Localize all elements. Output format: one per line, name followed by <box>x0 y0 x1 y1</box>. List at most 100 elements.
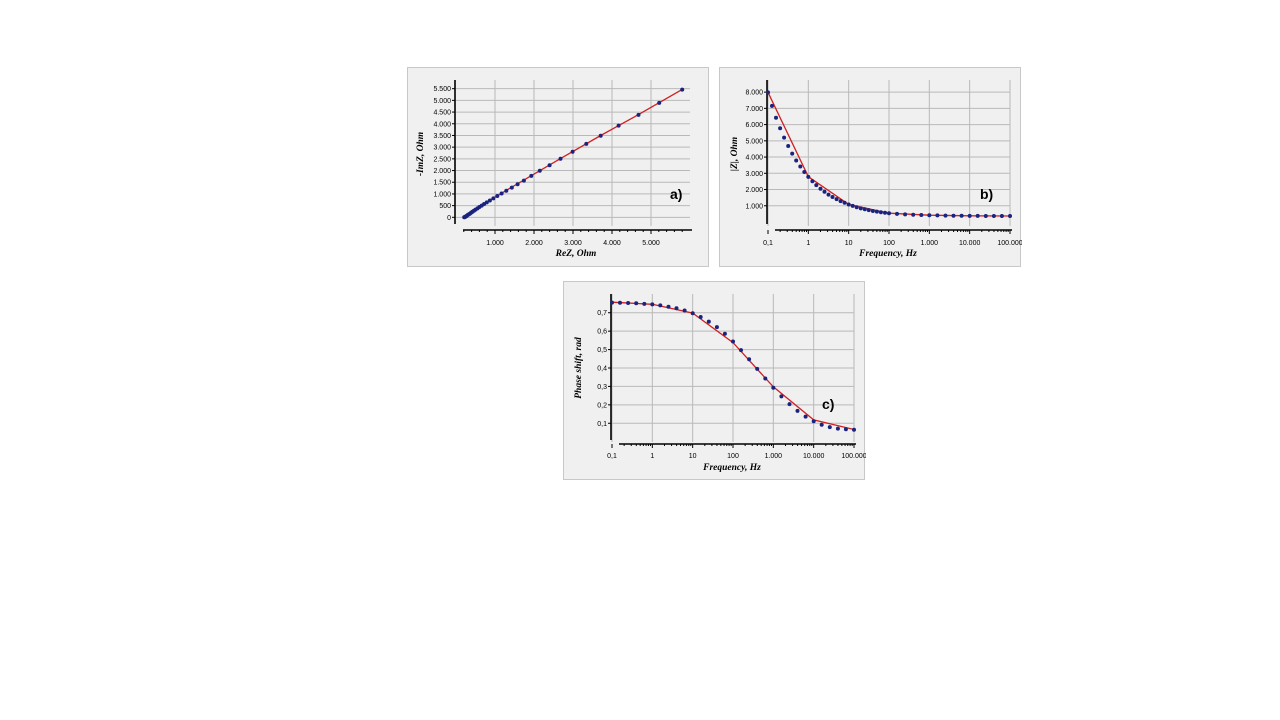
x-tick-label: 10.000 <box>803 453 825 460</box>
data-point-marker <box>798 164 803 169</box>
data-point-marker <box>852 427 856 432</box>
data-point-marker <box>598 133 603 138</box>
y-tick-label: 500 <box>439 203 451 210</box>
data-point-marker <box>999 214 1004 218</box>
data-point-marker <box>714 325 719 330</box>
data-point-marker <box>771 385 776 390</box>
data-point-marker <box>919 213 924 217</box>
x-tick-label: 1.000 <box>486 240 504 247</box>
data-point-marker <box>826 192 831 197</box>
data-point-marker <box>495 194 500 198</box>
data-point-marker <box>570 149 575 154</box>
data-point-marker <box>927 213 932 218</box>
y-tick-label: 0,2 <box>597 402 607 409</box>
x-tick-label: 10 <box>845 240 853 247</box>
data-point-marker <box>657 100 662 105</box>
data-point-marker <box>883 210 887 215</box>
y-tick-label: 6.000 <box>745 122 763 129</box>
data-point-marker <box>835 426 840 431</box>
data-point-marker <box>983 214 988 218</box>
data-point-marker <box>935 213 940 218</box>
y-tick-label: 0,1 <box>597 421 607 428</box>
data-point-marker <box>763 376 768 381</box>
data-point-marker <box>878 210 883 215</box>
data-point-marker <box>618 300 622 305</box>
data-point-marker <box>795 408 800 413</box>
data-point-marker <box>680 87 685 92</box>
y-tick-label: 1.000 <box>433 191 451 198</box>
x-tick-label: 2.000 <box>525 240 543 247</box>
y-tick-label: 4.500 <box>433 110 451 117</box>
data-point-marker <box>782 135 787 140</box>
data-point-marker <box>822 189 827 194</box>
data-point-marker <box>862 207 867 212</box>
y-tick-label: 4.000 <box>745 155 763 162</box>
data-point-marker <box>766 90 770 95</box>
data-point-marker <box>650 302 655 307</box>
panel-letter-label: b) <box>980 186 993 202</box>
data-point-marker <box>682 308 687 313</box>
data-point-marker <box>491 196 496 201</box>
data-point-marker <box>834 197 839 202</box>
data-point-marker <box>626 301 631 305</box>
data-point-marker <box>838 199 843 204</box>
data-point-marker <box>951 213 956 218</box>
data-point-marker <box>674 306 679 311</box>
data-point-marker <box>866 208 871 213</box>
data-point-marker <box>658 303 663 308</box>
data-point-marker <box>504 188 509 193</box>
data-point-marker <box>846 202 851 207</box>
data-point-marker <box>547 163 552 168</box>
y-tick-label: 2.000 <box>745 187 763 194</box>
data-point-marker <box>774 115 778 120</box>
grid-lines <box>456 80 690 226</box>
data-point-marker <box>521 178 526 183</box>
data-point-marker <box>537 168 542 173</box>
x-tick-label: 0,1 <box>607 453 617 460</box>
y-tick-label: 2.500 <box>433 156 451 163</box>
y-tick-label: 0,6 <box>597 329 607 336</box>
x-tick-label: 100.000 <box>841 453 866 460</box>
data-point-marker <box>819 422 824 427</box>
data-point-marker <box>959 213 964 218</box>
data-point-marker <box>827 425 832 430</box>
data-point-marker <box>636 112 641 117</box>
data-point-marker <box>786 144 791 148</box>
y-axis-title: |Z|, Ohm <box>730 137 740 171</box>
data-point-marker <box>991 214 996 218</box>
data-point-marker <box>739 348 743 353</box>
data-point-marker <box>690 311 695 316</box>
y-axis-title: -ImZ, Ohm <box>416 132 426 176</box>
phase-chart-svg: 0,1 1 10 100 1.000 10.000 100.000 0,1 0,2 0,3 0,4 0… <box>574 294 866 473</box>
data-point-marker <box>584 141 589 146</box>
impedance-nyquist-panel: 1.000 2.000 3.000 4.000 5.000 0 500 1.000 1.500 2… <box>407 67 709 267</box>
data-point-marker <box>830 195 835 199</box>
y-axis-title: Phase shift, rad <box>574 337 584 399</box>
data-point-marker <box>706 319 711 324</box>
data-point-marker <box>790 151 795 156</box>
phase-shift-panel: 0,1 1 10 100 1.000 10.000 100.000 0,1 0,2 0,3 0,4 0… <box>563 281 866 480</box>
data-point-marker <box>810 179 815 184</box>
y-tick-label: 2.000 <box>433 168 451 175</box>
y-tick-label: 7.000 <box>745 106 763 113</box>
data-point-marker <box>787 402 792 407</box>
data-point-marker <box>747 357 752 362</box>
data-point-marker <box>499 191 504 196</box>
data-point-marker <box>806 174 811 179</box>
x-axis-title: Frequency, Hz <box>702 463 761 473</box>
x-tick-label: 100 <box>727 453 739 460</box>
data-point-marker <box>803 414 808 419</box>
data-point-marker <box>779 394 784 399</box>
data-point-marker <box>515 182 520 187</box>
data-point-marker <box>854 205 859 210</box>
x-axis-title: Frequency, Hz <box>858 249 917 259</box>
panel-letter-label: a) <box>670 186 682 202</box>
x-tick-label: 100.000 <box>997 240 1022 247</box>
data-point-marker <box>778 126 783 131</box>
data-point-marker <box>943 213 948 218</box>
data-point-marker <box>843 427 848 432</box>
data-point-marker <box>870 209 875 213</box>
y-tick-label: 3.000 <box>745 171 763 178</box>
x-tick-label: 1 <box>650 453 654 460</box>
x-tick-label: 1.000 <box>921 240 939 247</box>
